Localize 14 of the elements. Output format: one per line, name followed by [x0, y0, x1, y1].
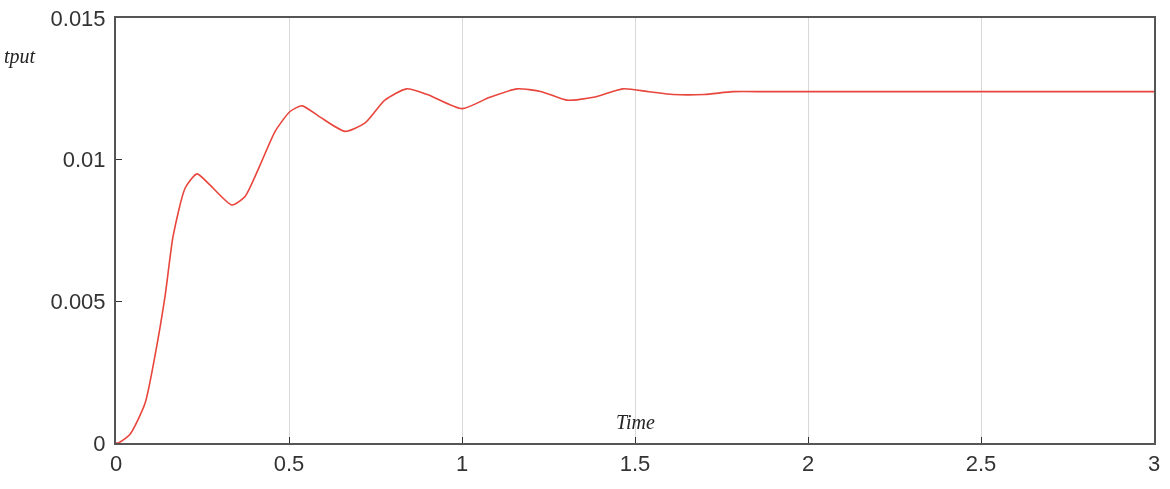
x-tick-label: 1.5: [619, 451, 651, 477]
y-tick-label: 0.015: [50, 5, 106, 31]
x-tick-label: 3: [1147, 451, 1161, 477]
x-tick-label: 0: [109, 451, 123, 477]
x-tick-label: 1: [455, 451, 469, 477]
x-tick-label: 2.5: [965, 451, 997, 477]
x-tick-label: 0.5: [273, 451, 305, 477]
line-series: [116, 87, 1154, 443]
y-tick-label: 0.005: [50, 289, 106, 315]
y-tick-label: 0.01: [62, 147, 106, 173]
x-tick-label: 2: [801, 451, 815, 477]
x-axis-title: Time: [616, 411, 656, 433]
y-tick-label: 0: [93, 430, 106, 456]
y-axis-title: tput: [4, 45, 36, 68]
